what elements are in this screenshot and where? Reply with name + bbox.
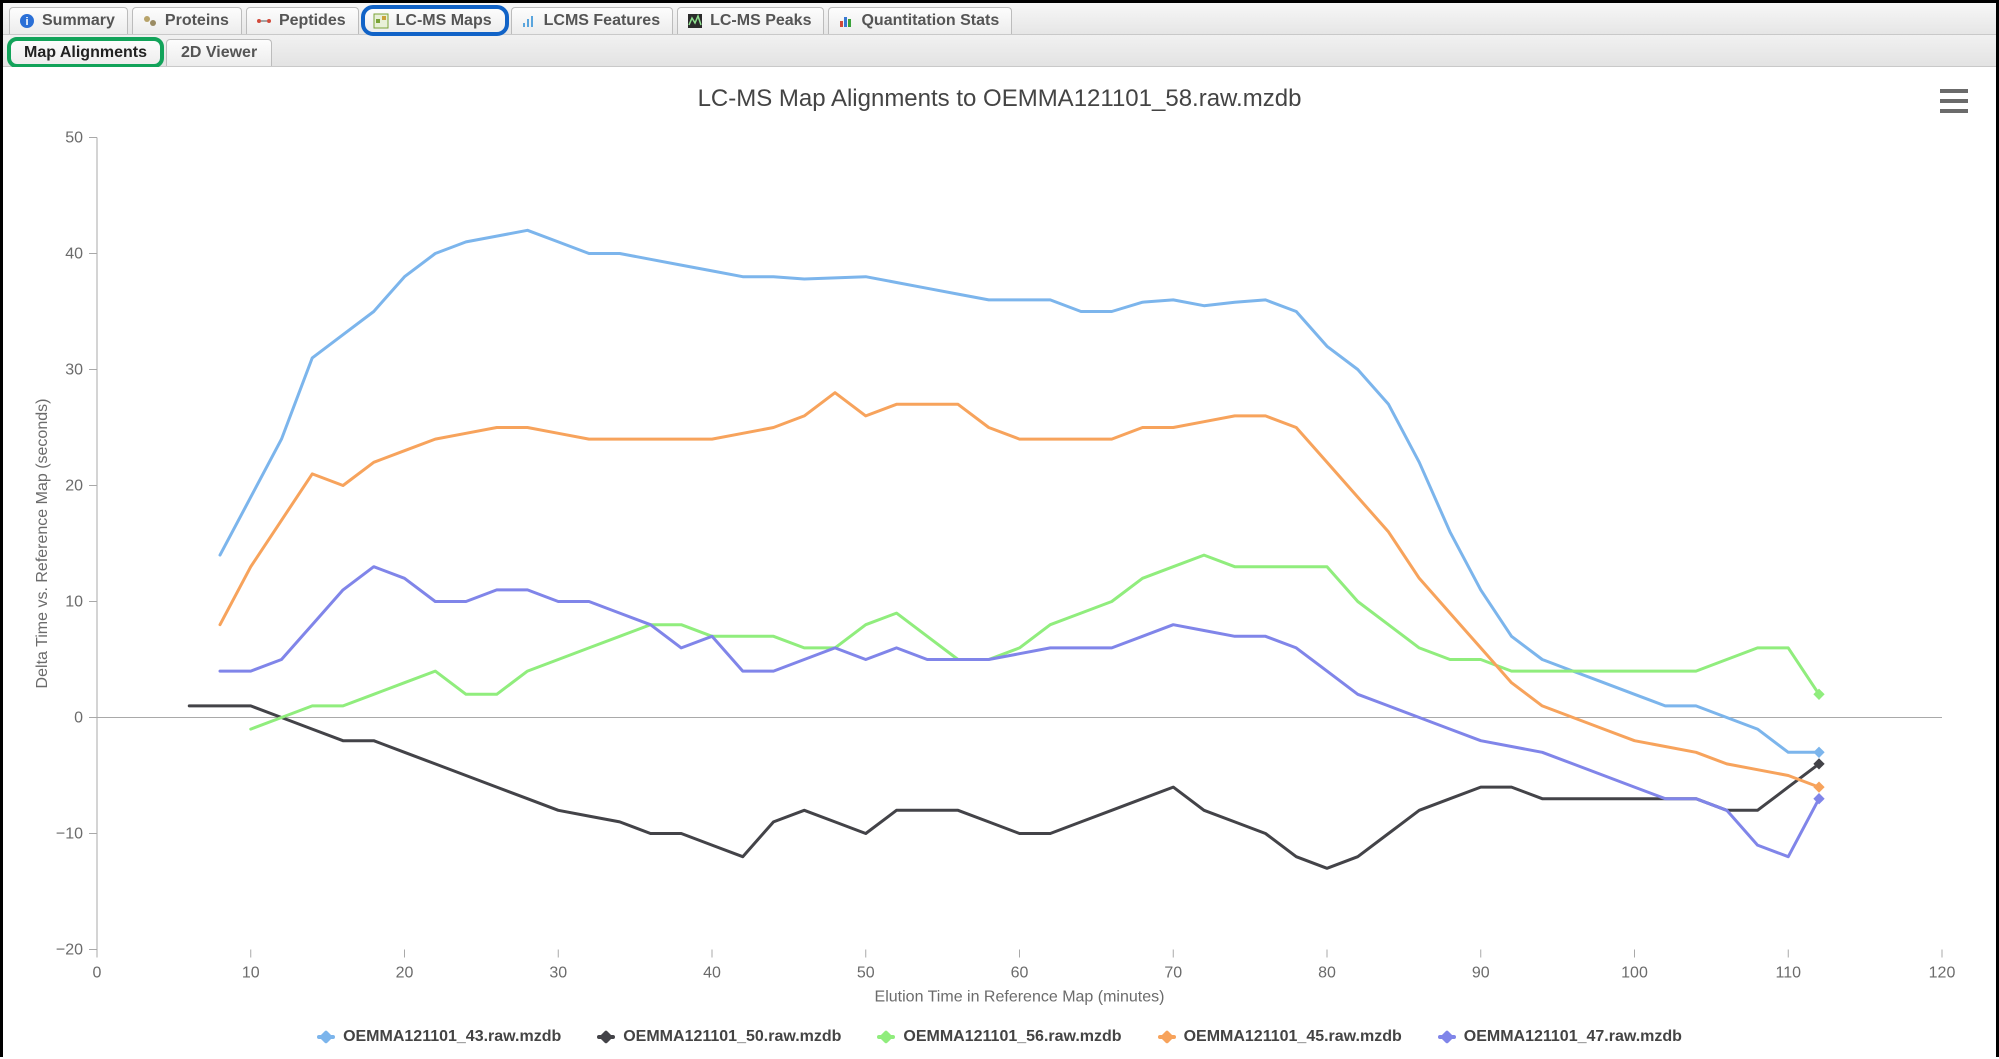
chart-menu-icon[interactable] bbox=[1940, 89, 1968, 113]
lcms-features-icon bbox=[520, 12, 538, 30]
tab-lcms-peaks[interactable]: LC-MS Peaks bbox=[677, 7, 824, 34]
tab-quant-stats[interactable]: Quantitation Stats bbox=[828, 7, 1012, 34]
tab-peptides[interactable]: Peptides bbox=[246, 7, 359, 34]
legend-swatch bbox=[1438, 1035, 1456, 1039]
svg-text:50: 50 bbox=[65, 130, 83, 147]
lcms-peaks-icon bbox=[686, 12, 704, 30]
tab-label: LC-MS Peaks bbox=[710, 12, 811, 30]
plot-area[interactable]: 0 10 20 30 40 50 60 70 80 90 100 110 120 −20 −10 0 10 20 3… bbox=[27, 115, 1972, 1022]
legend-item[interactable]: OEMMA121101_45.raw.mzdb bbox=[1158, 1028, 1402, 1046]
subtab-label: Map Alignments bbox=[24, 44, 147, 61]
svg-text:Delta Time vs. Reference Map (: Delta Time vs. Reference Map (seconds) bbox=[34, 399, 51, 689]
subtab-label: 2D Viewer bbox=[181, 44, 257, 61]
legend-swatch bbox=[317, 1035, 335, 1039]
legend-item[interactable]: OEMMA121101_47.raw.mzdb bbox=[1438, 1028, 1682, 1046]
tab-lcms-features[interactable]: LCMS Features bbox=[511, 7, 673, 34]
legend-item[interactable]: OEMMA121101_56.raw.mzdb bbox=[877, 1028, 1121, 1046]
tab-label: Proteins bbox=[165, 12, 229, 30]
tab-summary[interactable]: i Summary bbox=[9, 7, 128, 34]
lcms-maps-icon bbox=[372, 12, 390, 30]
tab-label: LC-MS Maps bbox=[396, 12, 492, 30]
proteins-icon bbox=[141, 12, 159, 30]
legend-item[interactable]: OEMMA121101_50.raw.mzdb bbox=[597, 1028, 841, 1046]
svg-text:0: 0 bbox=[93, 965, 102, 982]
svg-text:110: 110 bbox=[1775, 965, 1801, 982]
legend-label: OEMMA121101_45.raw.mzdb bbox=[1184, 1028, 1402, 1046]
legend-label: OEMMA121101_56.raw.mzdb bbox=[903, 1028, 1121, 1046]
svg-text:20: 20 bbox=[396, 965, 414, 982]
svg-text:−10: −10 bbox=[56, 826, 83, 843]
svg-text:60: 60 bbox=[1011, 965, 1029, 982]
chart-title: LC-MS Map Alignments to OEMMA121101_58.r… bbox=[27, 85, 1972, 113]
tab-label: Quantitation Stats bbox=[861, 12, 999, 30]
svg-text:i: i bbox=[25, 16, 28, 28]
legend-item[interactable]: OEMMA121101_43.raw.mzdb bbox=[317, 1028, 561, 1046]
svg-text:−20: −20 bbox=[56, 942, 83, 959]
peptides-icon bbox=[255, 12, 273, 30]
svg-text:30: 30 bbox=[65, 362, 83, 379]
legend-swatch bbox=[1158, 1035, 1176, 1039]
svg-text:Elution Time in Reference Map: Elution Time in Reference Map (minutes) bbox=[875, 989, 1165, 1006]
line-chart-svg: 0 10 20 30 40 50 60 70 80 90 100 110 120 −20 −10 0 10 20 3… bbox=[27, 115, 1972, 1022]
svg-text:20: 20 bbox=[65, 478, 83, 495]
svg-text:0: 0 bbox=[74, 710, 83, 727]
chart-panel: LC-MS Map Alignments to OEMMA121101_58.r… bbox=[3, 67, 1996, 1059]
app-window: i Summary Proteins Peptides LC-MS Maps bbox=[0, 0, 1999, 1057]
info-icon: i bbox=[18, 12, 36, 30]
primary-tab-bar: i Summary Proteins Peptides LC-MS Maps bbox=[3, 3, 1996, 35]
legend-label: OEMMA121101_50.raw.mzdb bbox=[623, 1028, 841, 1046]
legend-swatch bbox=[877, 1035, 895, 1039]
svg-text:80: 80 bbox=[1318, 965, 1336, 982]
stats-icon bbox=[837, 12, 855, 30]
legend-swatch bbox=[597, 1035, 615, 1039]
svg-text:10: 10 bbox=[65, 594, 83, 611]
secondary-tab-bar: Map Alignments 2D Viewer bbox=[3, 35, 1996, 67]
tab-proteins[interactable]: Proteins bbox=[132, 7, 242, 34]
legend-label: OEMMA121101_47.raw.mzdb bbox=[1464, 1028, 1682, 1046]
tab-label: Peptides bbox=[279, 12, 346, 30]
svg-text:90: 90 bbox=[1472, 965, 1490, 982]
svg-text:100: 100 bbox=[1621, 965, 1648, 982]
chart-legend: OEMMA121101_43.raw.mzdb OEMMA121101_50.ra… bbox=[27, 1022, 1972, 1056]
subtab-map-alignments[interactable]: Map Alignments bbox=[9, 39, 162, 66]
tab-label: Summary bbox=[42, 12, 115, 30]
svg-text:10: 10 bbox=[242, 965, 260, 982]
legend-label: OEMMA121101_43.raw.mzdb bbox=[343, 1028, 561, 1046]
tab-lcms-maps[interactable]: LC-MS Maps bbox=[363, 7, 507, 34]
svg-text:40: 40 bbox=[703, 965, 721, 982]
svg-text:50: 50 bbox=[857, 965, 875, 982]
svg-text:40: 40 bbox=[65, 246, 83, 263]
subtab-2d-viewer[interactable]: 2D Viewer bbox=[166, 39, 272, 66]
svg-text:70: 70 bbox=[1164, 965, 1182, 982]
svg-text:120: 120 bbox=[1929, 965, 1956, 982]
svg-text:30: 30 bbox=[549, 965, 567, 982]
tab-label: LCMS Features bbox=[544, 12, 660, 30]
